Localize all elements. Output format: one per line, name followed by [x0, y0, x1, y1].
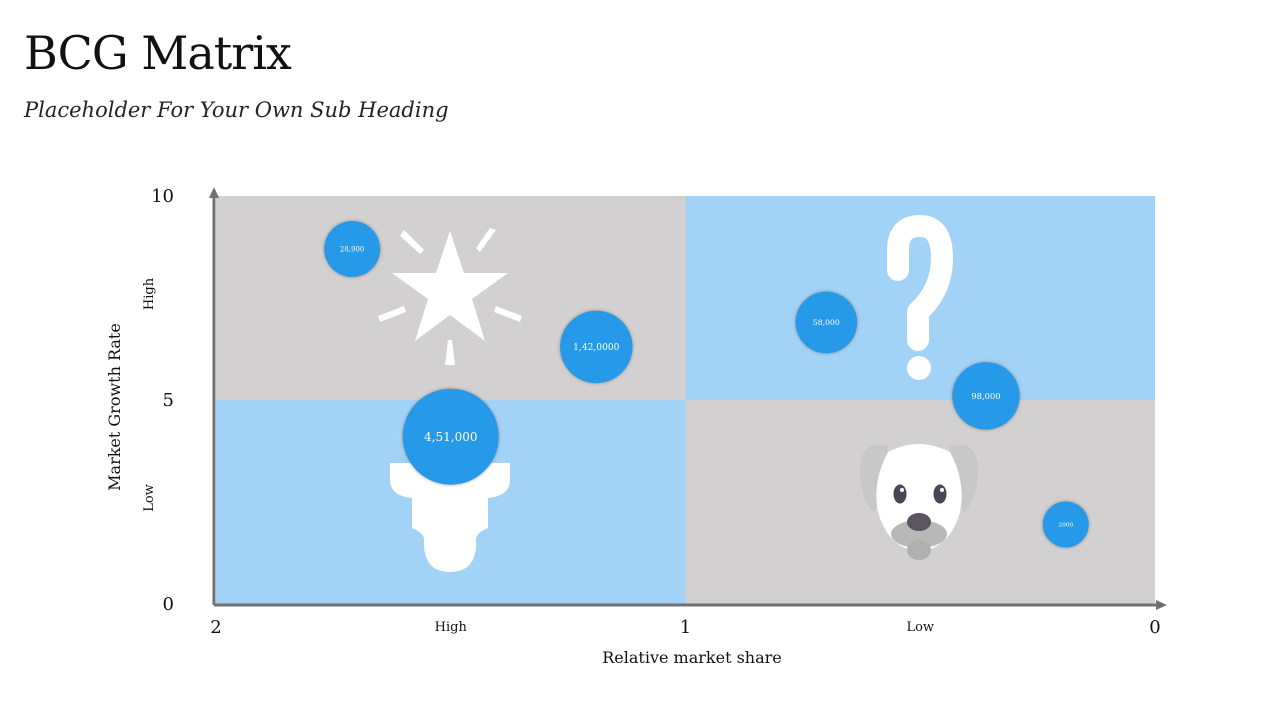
x-category-label: Low: [906, 620, 934, 635]
x-tick-label: 2: [210, 617, 221, 638]
x-category-label: High: [435, 620, 468, 635]
x-axis-arrow: [1156, 600, 1167, 610]
bubble-label: 28,900: [340, 245, 365, 253]
x-tick-label: 1: [680, 617, 691, 638]
bubble: [560, 310, 633, 384]
axes: [209, 187, 1167, 610]
y-axis-arrow: [209, 187, 219, 198]
bubble-label: 2000: [1058, 522, 1073, 528]
bubble: [1042, 501, 1089, 548]
bubble-label: 98,000: [971, 391, 1000, 401]
page-subtitle: Placeholder For Your Own Sub Heading: [24, 98, 449, 122]
bubble-label: 1,42,0000: [573, 343, 619, 353]
bubble: [324, 221, 381, 278]
page-title: BCG Matrix: [24, 26, 292, 80]
question-mark-icon: [887, 215, 953, 380]
y-tick-label: 5: [163, 390, 174, 411]
y-category-label: Low: [142, 484, 157, 512]
bubble: [402, 388, 499, 485]
bubble-label: 58,000: [813, 318, 840, 327]
star-icon: [378, 228, 522, 365]
x-axis-label: Relative market share: [602, 648, 782, 667]
cow-icon: [390, 463, 510, 572]
y-tick-label: 0: [163, 594, 174, 615]
bubble-layer: 28,900 1,42,0000 4,51,000 58,000 98,000 2000: [324, 221, 1089, 548]
y-tick-label: 10: [151, 186, 174, 207]
y-axis-label: Market Growth Rate: [105, 323, 124, 491]
dog-icon: [860, 444, 978, 560]
y-category-label: High: [142, 277, 157, 310]
bubble: [795, 291, 858, 354]
bubble: [952, 362, 1020, 430]
bubble-label: 4,51,000: [424, 430, 477, 444]
x-tick-label: 0: [1149, 617, 1160, 638]
